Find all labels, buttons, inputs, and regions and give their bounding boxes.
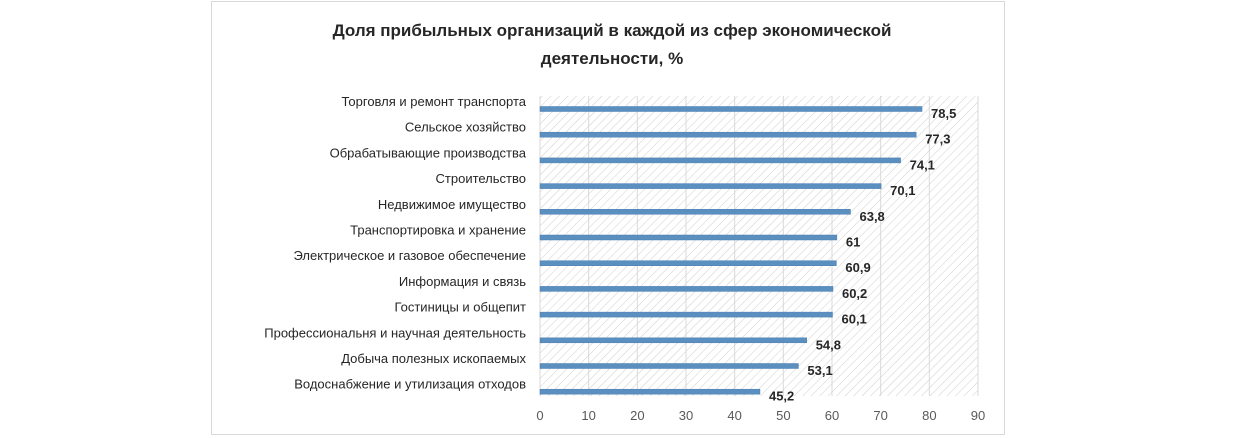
category-label: Транспортировка и хранение	[350, 223, 526, 238]
x-tick-label: 90	[971, 408, 985, 423]
x-tick-label: 20	[630, 408, 644, 423]
x-axis-ticks: 0 10 20 30 40 50 60 70 80 90	[536, 408, 985, 423]
bar	[539, 234, 838, 241]
bar	[539, 363, 799, 369]
x-tick-label: 10	[581, 408, 595, 423]
data-label: 60,2	[842, 286, 867, 301]
bar	[539, 337, 807, 344]
bar	[539, 388, 761, 395]
bar	[539, 157, 901, 164]
data-label: 77,3	[925, 132, 950, 147]
chart-title-line-2: деятельности, %	[541, 49, 683, 68]
bar	[539, 106, 923, 112]
category-label: Профессиональня и научная деятельность	[264, 325, 526, 340]
category-label: Электрическое и газовое обеспечение	[294, 248, 526, 263]
data-label: 70,1	[890, 183, 915, 198]
data-label: 60,9	[845, 260, 870, 275]
x-tick-label: 40	[727, 408, 741, 423]
bar-chart: Доля прибыльных организаций в каждой из …	[264, 21, 985, 423]
category-label: Строительство	[436, 171, 526, 186]
category-label: Гостиницы и общепит	[394, 300, 526, 315]
chart-frame: Доля прибыльных организаций в каждой из …	[211, 1, 1005, 435]
bar	[539, 260, 837, 266]
x-tick-label: 0	[536, 408, 543, 423]
category-label: Водоснабжение и утилизация отходов	[294, 377, 526, 392]
x-tick-label: 30	[679, 408, 693, 423]
data-label: 61	[846, 235, 860, 250]
data-label: 78,5	[931, 106, 956, 121]
data-label: 60,1	[841, 312, 866, 327]
category-label: Сельское хозяйство	[405, 120, 526, 135]
gridlines	[539, 96, 979, 396]
value-labels: 78,5 77,3 74,1 70,1 63,8 61 60,9 60,2 60,154,8 53…	[769, 106, 956, 404]
bars	[539, 106, 923, 395]
data-label: 45,2	[769, 389, 794, 404]
chart-title-line-1: Доля прибыльных организаций в каждой из …	[333, 21, 892, 40]
category-label: Торговля и ремонт транспорта	[341, 94, 526, 109]
category-label: Добыча полезных ископаемых	[341, 351, 526, 366]
bar	[539, 311, 833, 318]
plot-area	[540, 96, 978, 396]
bar	[539, 286, 834, 292]
bar	[539, 209, 851, 215]
data-label: 63,8	[859, 209, 884, 224]
category-label: Информация и связь	[399, 274, 526, 289]
x-tick-label: 70	[873, 408, 887, 423]
data-label: 54,8	[816, 337, 841, 352]
category-label: Недвижимое имущество	[378, 197, 526, 212]
category-label: Обрабатывающие производства	[330, 145, 527, 160]
bar	[539, 183, 882, 189]
category-labels: Торговля и ремонт транспорта Сельское хоз…	[264, 94, 527, 392]
x-tick-label: 80	[922, 408, 936, 423]
x-tick-label: 60	[825, 408, 839, 423]
data-label: 74,1	[910, 157, 935, 172]
bar	[539, 131, 917, 138]
x-tick-label: 50	[776, 408, 790, 423]
data-label: 53,1	[807, 363, 832, 378]
